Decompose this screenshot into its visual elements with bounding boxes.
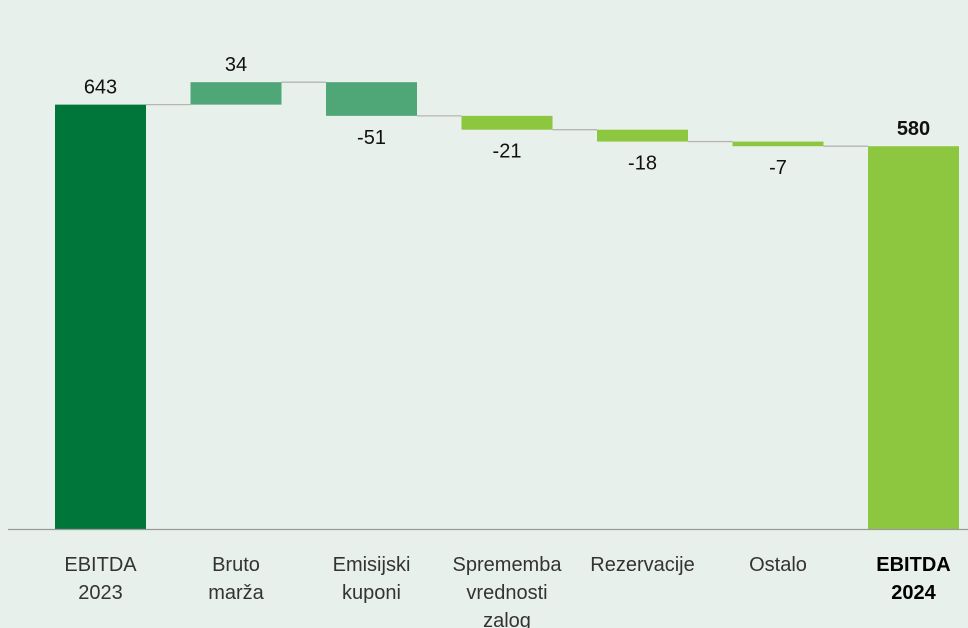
value-label-1: 34: [225, 54, 247, 76]
category-label-line: Ostalo: [749, 554, 807, 576]
bar-3: [461, 115, 553, 130]
category-label-line: 2024: [891, 582, 936, 604]
category-label-line: Sprememba: [453, 554, 563, 576]
category-label-line: zalog: [483, 610, 531, 628]
category-label-line: EBITDA: [876, 554, 950, 576]
category-label-line: Bruto: [212, 554, 260, 576]
bar-5: [732, 141, 824, 147]
value-labels: 643 34 -51 -21 -18 -7 580: [84, 54, 930, 179]
category-label-line: EBITDA: [64, 554, 137, 576]
category-label-3: Sprememba vrednosti zalog: [453, 554, 563, 628]
value-label-0: 643: [84, 77, 117, 99]
category-label-1: Bruto marža: [208, 554, 264, 604]
value-label-6: 580: [897, 118, 930, 140]
value-label-2: -51: [357, 127, 386, 149]
category-label-0: EBITDA 2023: [64, 554, 137, 604]
category-label-line: marža: [208, 582, 264, 604]
connector-lines: [146, 81, 868, 147]
category-label-line: kuponi: [342, 582, 401, 604]
bars: [55, 82, 959, 530]
category-label-4: Rezervacije: [590, 554, 694, 576]
category-label-6: EBITDA 2024: [876, 554, 950, 604]
bar-4: [597, 129, 688, 142]
category-label-line: vrednosti: [466, 582, 547, 604]
bar-6: [868, 146, 959, 529]
bar-2: [326, 82, 417, 116]
value-label-5: -7: [769, 157, 787, 179]
category-label-2: Emisijski kuponi: [333, 554, 411, 604]
category-label-line: 2023: [78, 582, 123, 604]
category-label-line: Emisijski: [333, 554, 411, 576]
category-label-5: Ostalo: [749, 554, 807, 576]
bar-1: [190, 82, 282, 105]
bar-0: [55, 104, 146, 530]
value-label-4: -18: [628, 153, 657, 175]
value-label-3: -21: [493, 141, 522, 163]
category-label-line: Rezervacije: [590, 554, 694, 576]
category-labels: EBITDA 2023 Bruto marža Emisijski kuponi Sprem…: [64, 554, 950, 628]
